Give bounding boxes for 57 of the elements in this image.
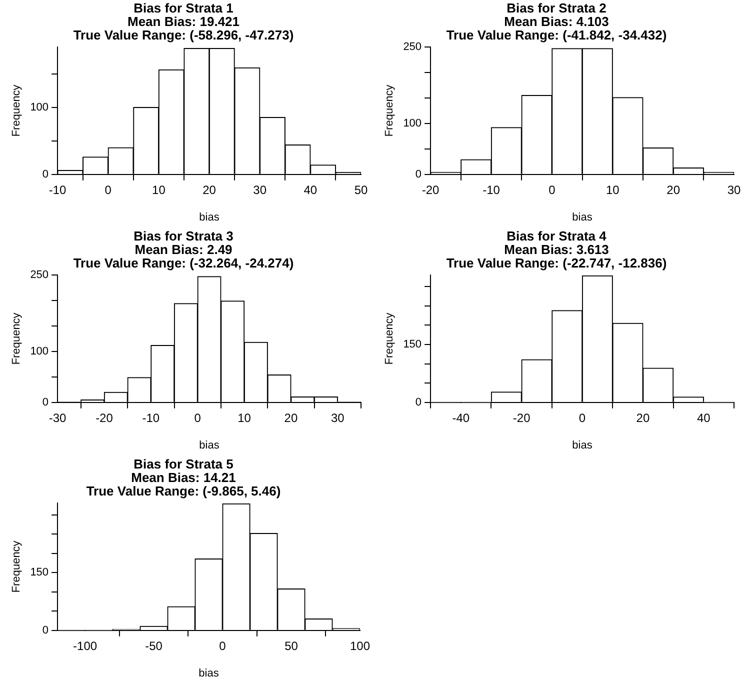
x-tick-label: 0 bbox=[194, 410, 202, 425]
y-axis-title: Frequency bbox=[10, 540, 23, 593]
x-tick-label: 0 bbox=[219, 638, 226, 653]
y-tick-label: 100 bbox=[403, 117, 422, 130]
x-tick-label: 20 bbox=[284, 410, 298, 425]
y-tick-label: 0 bbox=[42, 168, 49, 180]
x-tick-label: 40 bbox=[304, 182, 318, 197]
y-tick-label: 0 bbox=[42, 624, 49, 636]
x-tick-label: -10 bbox=[48, 182, 67, 197]
y-tick-label: 100 bbox=[30, 345, 49, 358]
x-tick-label: 10 bbox=[606, 182, 620, 197]
x-tick-label: -20 bbox=[422, 182, 440, 197]
x-tick-label: -20 bbox=[96, 410, 114, 425]
y-axis-title: Frequency bbox=[10, 84, 23, 137]
chart-title: Bias for Strata 2 Mean Bias: 4.103 True Value Range: (-41.842, -34.432) bbox=[446, 0, 667, 43]
y-tick-label: 0 bbox=[42, 396, 49, 408]
x-tick-label: 0 bbox=[104, 182, 112, 197]
x-tick-label: -40 bbox=[452, 410, 470, 425]
x-tick-label: 100 bbox=[350, 638, 370, 653]
y-tick-label: 100 bbox=[30, 101, 49, 114]
x-tick-label: 20 bbox=[666, 182, 680, 197]
y-tick-label: 250 bbox=[403, 40, 422, 53]
y-axis-title: Frequency bbox=[384, 84, 396, 137]
x-axis-title: bias bbox=[572, 439, 593, 452]
y-axis-title: Frequency bbox=[384, 312, 396, 365]
x-tick-label: 50 bbox=[284, 638, 298, 653]
x-tick-label: 20 bbox=[636, 410, 650, 425]
x-tick-label: -30 bbox=[48, 410, 67, 425]
chart-title: Bias for Strata 4 Mean Bias: 3.613 True Value Range: (-22.747, -12.836) bbox=[446, 228, 667, 271]
chart-title: Bias for Strata 5 Mean Bias: 14.21 True Value Range: (-9.865, 5.46) bbox=[86, 456, 281, 499]
y-tick-label: 0 bbox=[415, 168, 422, 180]
x-tick-label: 30 bbox=[253, 182, 267, 197]
x-tick-label: 10 bbox=[238, 410, 252, 425]
x-tick-label: 0 bbox=[578, 410, 586, 425]
x-axis-title: bias bbox=[572, 211, 593, 224]
x-axis-title: bias bbox=[198, 667, 220, 680]
x-tick-label: 50 bbox=[354, 182, 368, 197]
y-axis-title: Frequency bbox=[10, 312, 23, 365]
x-tick-label: -20 bbox=[512, 410, 531, 425]
y-tick-label: 150 bbox=[30, 566, 49, 579]
x-tick-label: 40 bbox=[696, 410, 711, 425]
x-tick-label: 30 bbox=[727, 182, 741, 197]
x-tick-label: 20 bbox=[202, 182, 216, 197]
x-tick-label: -100 bbox=[73, 638, 98, 653]
x-axis-title: bias bbox=[199, 439, 220, 452]
x-axis-title: bias bbox=[199, 211, 220, 224]
x-tick-label: 0 bbox=[548, 182, 556, 197]
x-tick-label: 30 bbox=[330, 410, 345, 425]
chart-title: Bias for Strata 1 Mean Bias: 19.421 True Value Range: (-58.296, -47.273) bbox=[73, 0, 294, 43]
chart-title: Bias for Strata 3 Mean Bias: 2.49 True Value Range: (-32.264, -24.274) bbox=[73, 228, 294, 271]
y-tick-label: 0 bbox=[415, 396, 422, 408]
y-tick-label: 150 bbox=[403, 338, 422, 350]
x-tick-label: 10 bbox=[152, 182, 166, 197]
y-tick-label: 250 bbox=[30, 268, 49, 281]
x-tick-label: -50 bbox=[145, 638, 163, 653]
x-tick-label: -10 bbox=[142, 410, 160, 425]
x-tick-label: -10 bbox=[482, 182, 500, 197]
